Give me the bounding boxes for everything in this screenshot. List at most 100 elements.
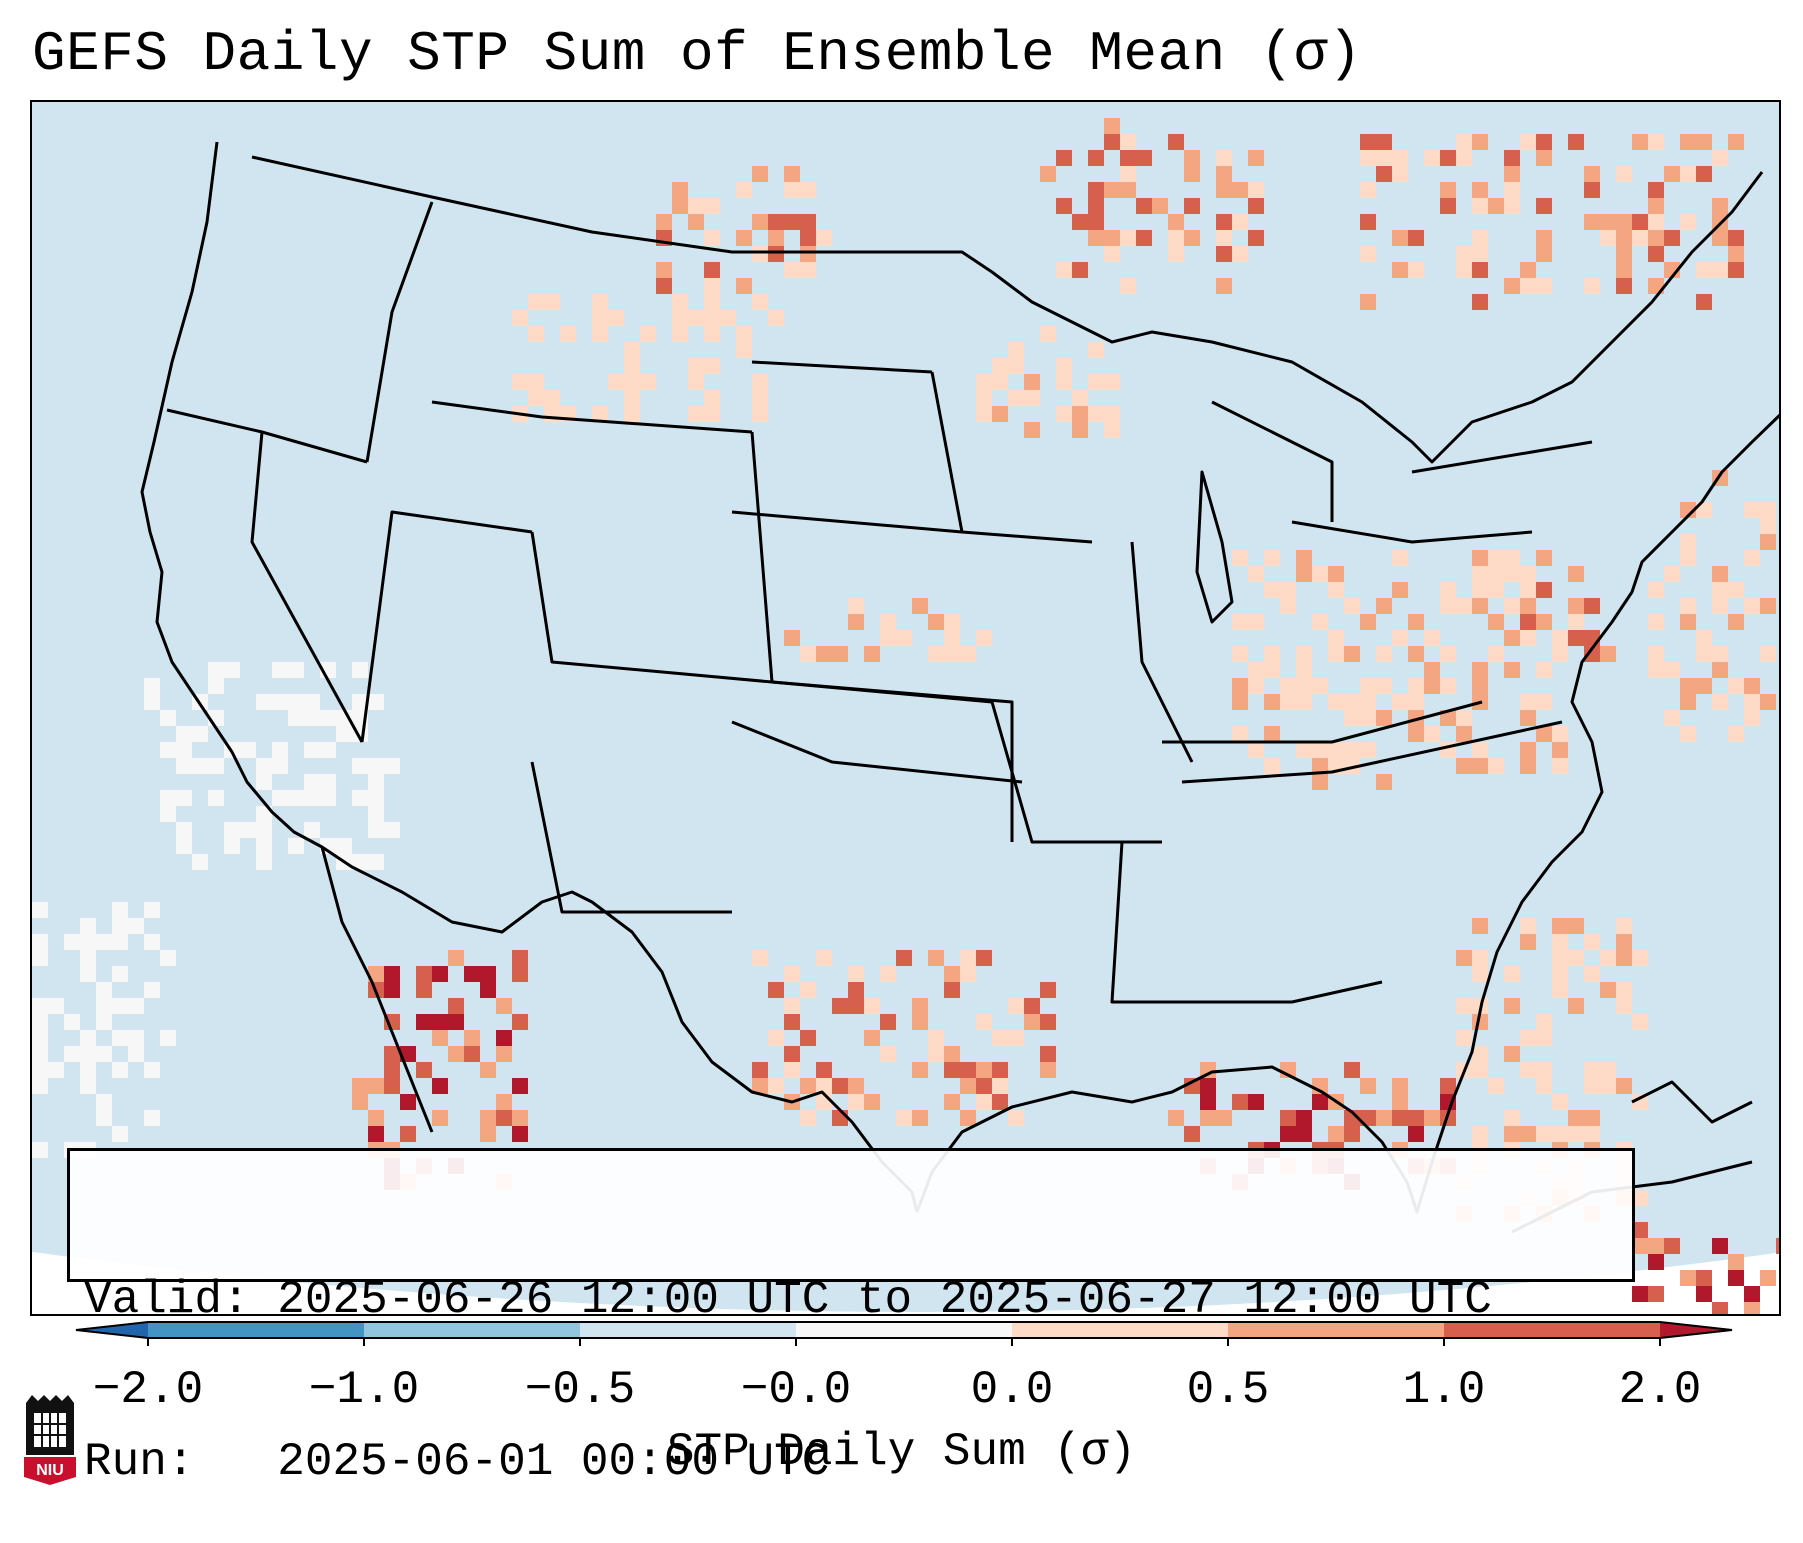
anomaly-cell [1552,742,1568,758]
anomaly-cell [992,374,1008,390]
anomaly-cell [1536,1126,1552,1142]
anomaly-cell [1760,502,1776,518]
anomaly-cell [1408,694,1424,710]
anomaly-cell [1504,566,1520,582]
neutral-cell [304,710,320,726]
anomaly-cell [1536,1062,1552,1078]
anomaly-cell [816,230,832,246]
anomaly-cell [704,294,720,310]
anomaly-cell [1232,246,1248,262]
state-ms-al [1110,841,1212,1004]
neutral-cell [320,790,336,806]
anomaly-cell [496,1046,512,1062]
anomaly-cell [1392,582,1408,598]
anomaly-cell [1536,726,1552,742]
anomaly-cell [1648,134,1664,150]
neutral-cell [352,758,368,774]
anomaly-cell [1472,566,1488,582]
anomaly-cell [1216,214,1232,230]
anomaly-cell [1616,166,1632,182]
anomaly-cell [1552,646,1568,662]
anomaly-cell [944,630,960,646]
anomaly-cell [800,214,816,230]
map-panel[interactable] [30,100,1781,1316]
anomaly-cell [1712,262,1728,278]
neutral-cell [112,966,128,982]
neutral-cell [176,726,192,742]
anomaly-cell [1008,1030,1024,1046]
anomaly-cell [480,1062,496,1078]
anomaly-cell [1680,214,1696,230]
anomaly-cell [1472,918,1488,934]
anomaly-cell [1056,406,1072,422]
anomaly-cell [1472,662,1488,678]
anomaly-cell [752,166,768,182]
neutral-cell [48,1062,64,1078]
anomaly-cell [848,998,864,1014]
anomaly-cell [1216,230,1232,246]
anomaly-cell [1248,742,1264,758]
anomaly-cell [1376,774,1392,790]
neutral-cell [288,838,304,854]
anomaly-cell [912,998,928,1014]
anomaly-cell [1472,182,1488,198]
anomaly-cell [832,1078,848,1094]
anomaly-cell [688,214,704,230]
anomaly-cell [784,1046,800,1062]
anomaly-cell [976,630,992,646]
neutral-cell [32,998,48,1014]
anomaly-cell [512,1110,528,1126]
anomaly-cell [1648,230,1664,246]
anomaly-cell [1568,998,1584,1014]
anomaly-cell [624,358,640,374]
anomaly-cell [1184,1078,1200,1094]
neutral-cell [240,742,256,758]
neutral-cell [176,758,192,774]
anomaly-cell [912,1062,928,1078]
neutral-cell [80,950,96,966]
anomaly-cell [1712,598,1728,614]
anomaly-cell [1568,134,1584,150]
anomaly-cell [1472,1046,1488,1062]
anomaly-cell [672,294,688,310]
anomaly-cell [1472,294,1488,310]
anomaly-cell [1136,198,1152,214]
neutral-cell [304,774,320,790]
anomaly-cell [832,1110,848,1126]
anomaly-cell [1760,598,1776,614]
state-mo-ar [990,701,1162,844]
anomaly-cell [1600,646,1616,662]
neutral-cell [352,694,368,710]
anomaly-cell [1344,1062,1360,1078]
anomaly-cell [1248,662,1264,678]
anomaly-cell [1216,246,1232,262]
anomaly-cell [1552,1094,1568,1110]
neutral-cell [240,822,256,838]
anomaly-cell [1440,1078,1456,1094]
anomaly-cell [1488,1078,1504,1094]
anomaly-cell [1504,166,1520,182]
anomaly-cell [880,966,896,982]
anomaly-cell [1248,230,1264,246]
neutral-cell [304,822,320,838]
anomaly-cell [1312,678,1328,694]
neutral-cell [176,742,192,758]
anomaly-cell [1616,1078,1632,1094]
anomaly-cell [1584,1062,1600,1078]
anomaly-cell [1184,150,1200,166]
anomaly-cell [1520,614,1536,630]
anomaly-cell [1296,662,1312,678]
anomaly-cell [1088,230,1104,246]
anomaly-cell [768,1030,784,1046]
anomaly-cell [768,246,784,262]
anomaly-cell [1584,598,1600,614]
anomaly-cell [592,406,608,422]
neutral-cell [160,950,176,966]
valid-run-info-box: Valid: 2025-06-26 12:00 UTC to 2025-06-2… [67,1148,1635,1488]
anomaly-cell [1696,294,1712,310]
map-outlines [140,141,1779,1234]
anomaly-cell [736,278,752,294]
anomaly-cell [608,374,624,390]
anomaly-cell [1472,262,1488,278]
neutral-cell [160,742,176,758]
